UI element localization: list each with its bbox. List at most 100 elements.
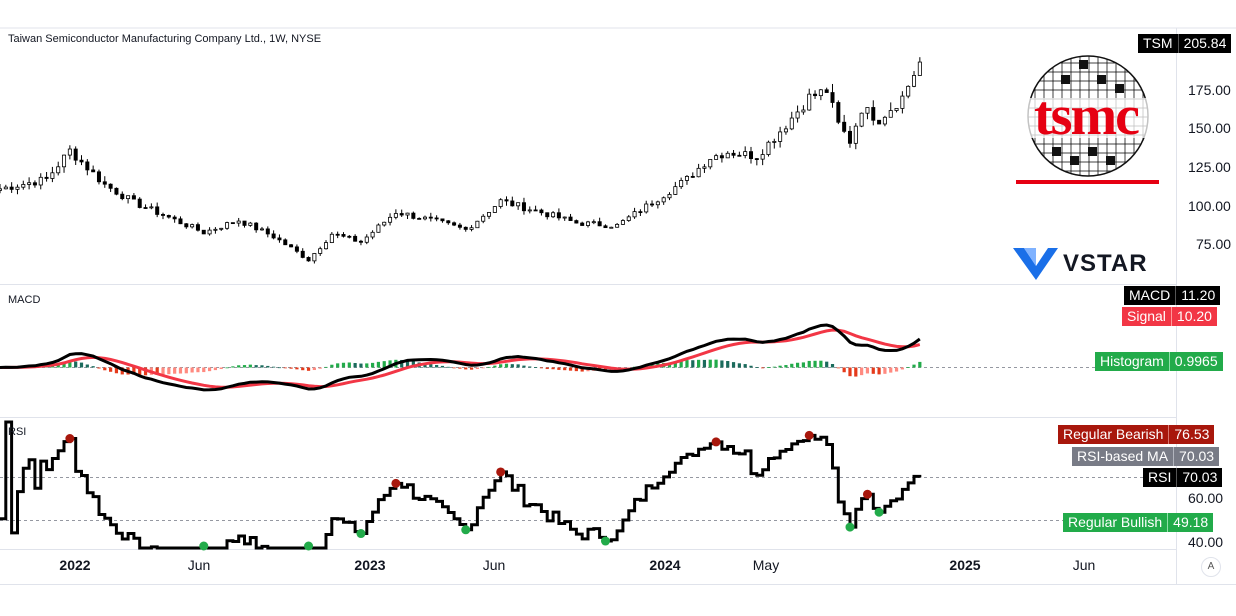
histogram-bar bbox=[464, 367, 468, 370]
histogram-bar bbox=[103, 367, 107, 371]
histogram-bar bbox=[365, 363, 369, 368]
rsi-ma-tag: RSI-based MA 70.03 bbox=[1072, 447, 1220, 466]
candle-body bbox=[871, 107, 876, 121]
candle-body bbox=[271, 233, 276, 239]
histogram-bar bbox=[132, 367, 136, 375]
histogram-bar bbox=[743, 364, 747, 368]
chart-title: Taiwan Semiconductor Manufacturing Compa… bbox=[8, 33, 322, 45]
candle-body bbox=[289, 244, 294, 248]
candle-body bbox=[510, 200, 515, 207]
candle-body bbox=[190, 224, 195, 228]
candle-body bbox=[865, 107, 870, 114]
candle-body bbox=[79, 159, 84, 163]
histogram-bar bbox=[312, 367, 316, 371]
histogram-bar bbox=[376, 361, 381, 368]
candle-body bbox=[568, 216, 573, 221]
candle-body bbox=[219, 227, 224, 230]
histogram-bar bbox=[819, 360, 823, 368]
candle-body bbox=[906, 85, 911, 97]
bullish-pivot-marker bbox=[199, 541, 209, 551]
candle-body bbox=[754, 158, 759, 160]
candle-body bbox=[551, 212, 556, 218]
histogram-bar bbox=[475, 367, 479, 370]
candle-body bbox=[760, 154, 765, 160]
candle-body bbox=[248, 222, 253, 226]
candle-body bbox=[562, 216, 567, 219]
histogram-bar bbox=[85, 364, 89, 368]
candle-body bbox=[772, 141, 777, 143]
histogram-bar bbox=[580, 367, 584, 372]
candle-body bbox=[580, 222, 585, 226]
candle-body bbox=[382, 221, 387, 226]
histogram-bar bbox=[912, 364, 916, 368]
histogram-bar bbox=[557, 367, 561, 370]
tsmc-logo-text: tsmc bbox=[1034, 85, 1139, 147]
histogram-bar bbox=[347, 362, 351, 368]
histogram-bar bbox=[889, 367, 893, 373]
candle-body bbox=[766, 141, 771, 155]
candle-body bbox=[877, 119, 882, 125]
candle-body bbox=[364, 236, 369, 243]
candle-body bbox=[335, 233, 340, 236]
bearish-pivot-marker bbox=[804, 430, 814, 440]
candle-body bbox=[213, 228, 218, 231]
candle-body bbox=[638, 211, 643, 214]
candle-body bbox=[644, 203, 649, 213]
candle-body bbox=[329, 233, 334, 243]
histogram-bar bbox=[109, 367, 113, 372]
candle-body bbox=[539, 209, 544, 214]
histogram-bar bbox=[504, 363, 509, 368]
x-tick-2025: 2025 bbox=[949, 557, 981, 573]
bullish-pivot-marker bbox=[600, 536, 610, 546]
histogram-bar bbox=[242, 365, 247, 368]
histogram-bar bbox=[860, 367, 864, 376]
candle-body bbox=[609, 226, 614, 229]
histogram-bar bbox=[871, 367, 875, 374]
histogram-bar bbox=[801, 362, 806, 368]
histogram-bar bbox=[458, 367, 462, 369]
histogram-bar bbox=[213, 367, 218, 371]
histogram-value-tag: Histogram 0.9965 bbox=[1095, 352, 1223, 371]
histogram-bar bbox=[790, 363, 794, 368]
histogram-bar bbox=[202, 367, 206, 373]
histogram-bar bbox=[62, 362, 66, 368]
candle-body bbox=[422, 216, 427, 220]
candle-body bbox=[32, 182, 37, 186]
bearish-pivot-marker bbox=[862, 489, 872, 499]
histogram-bar bbox=[388, 360, 392, 368]
histogram-bar bbox=[277, 367, 282, 369]
price-tick: 175.00 bbox=[1188, 82, 1231, 98]
candle-body bbox=[166, 215, 171, 218]
candle-body bbox=[778, 131, 783, 142]
candle-body bbox=[795, 111, 800, 119]
histogram-bar bbox=[883, 367, 887, 374]
candle-body bbox=[201, 229, 206, 235]
histogram-bar bbox=[114, 367, 119, 374]
candle-body bbox=[137, 198, 142, 208]
macd-line bbox=[0, 323, 921, 392]
candle-body bbox=[574, 220, 579, 224]
histogram-bar bbox=[196, 367, 200, 373]
candle-body bbox=[632, 211, 637, 218]
macd-pane-label: MACD bbox=[8, 294, 41, 306]
candle-body bbox=[9, 186, 14, 190]
candle-body bbox=[324, 242, 329, 250]
histogram-bar bbox=[481, 367, 485, 369]
candle-body bbox=[0, 188, 3, 191]
histogram-bar bbox=[370, 362, 375, 368]
candle-body bbox=[684, 175, 689, 181]
candle-body bbox=[388, 216, 393, 223]
histogram-bar bbox=[266, 365, 270, 368]
histogram-bar bbox=[830, 364, 835, 368]
macd-value-tag: MACD 11.20 bbox=[1124, 286, 1221, 305]
candle-body bbox=[813, 93, 818, 97]
bullish-pivot-marker bbox=[874, 507, 884, 517]
candle-body bbox=[347, 235, 352, 238]
histogram-bar bbox=[697, 359, 701, 368]
auto-scale-button[interactable]: A bbox=[1201, 557, 1221, 577]
histogram-bar bbox=[336, 363, 340, 368]
histogram-bar bbox=[330, 364, 334, 368]
candle-body bbox=[230, 222, 235, 225]
histogram-bar bbox=[79, 362, 84, 368]
